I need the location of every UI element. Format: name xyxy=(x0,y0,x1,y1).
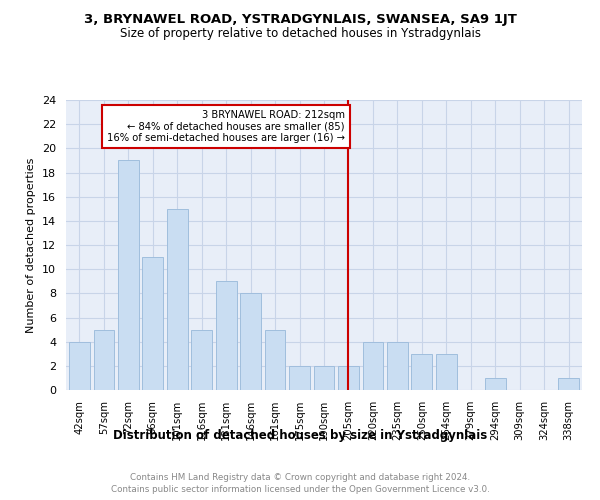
Bar xyxy=(314,366,334,390)
Text: 3, BRYNAWEL ROAD, YSTRADGYNLAIS, SWANSEA, SA9 1JT: 3, BRYNAWEL ROAD, YSTRADGYNLAIS, SWANSEA… xyxy=(83,12,517,26)
Text: Contains public sector information licensed under the Open Government Licence v3: Contains public sector information licen… xyxy=(110,486,490,494)
Bar xyxy=(436,354,457,390)
Bar xyxy=(191,330,212,390)
Bar xyxy=(69,342,90,390)
Text: Size of property relative to detached houses in Ystradgynlais: Size of property relative to detached ho… xyxy=(119,28,481,40)
Bar xyxy=(265,330,286,390)
Bar xyxy=(412,354,432,390)
Bar xyxy=(558,378,579,390)
Bar xyxy=(118,160,139,390)
Text: 3 BRYNAWEL ROAD: 212sqm
← 84% of detached houses are smaller (85)
16% of semi-de: 3 BRYNAWEL ROAD: 212sqm ← 84% of detache… xyxy=(107,110,345,143)
Bar xyxy=(142,257,163,390)
Text: Contains HM Land Registry data © Crown copyright and database right 2024.: Contains HM Land Registry data © Crown c… xyxy=(130,473,470,482)
Bar xyxy=(289,366,310,390)
Bar xyxy=(485,378,506,390)
Text: Distribution of detached houses by size in Ystradgynlais: Distribution of detached houses by size … xyxy=(113,428,487,442)
Bar xyxy=(167,209,188,390)
Bar xyxy=(338,366,359,390)
Bar xyxy=(387,342,408,390)
Bar xyxy=(240,294,261,390)
Bar xyxy=(216,281,236,390)
Bar xyxy=(94,330,114,390)
Bar xyxy=(362,342,383,390)
Y-axis label: Number of detached properties: Number of detached properties xyxy=(26,158,37,332)
